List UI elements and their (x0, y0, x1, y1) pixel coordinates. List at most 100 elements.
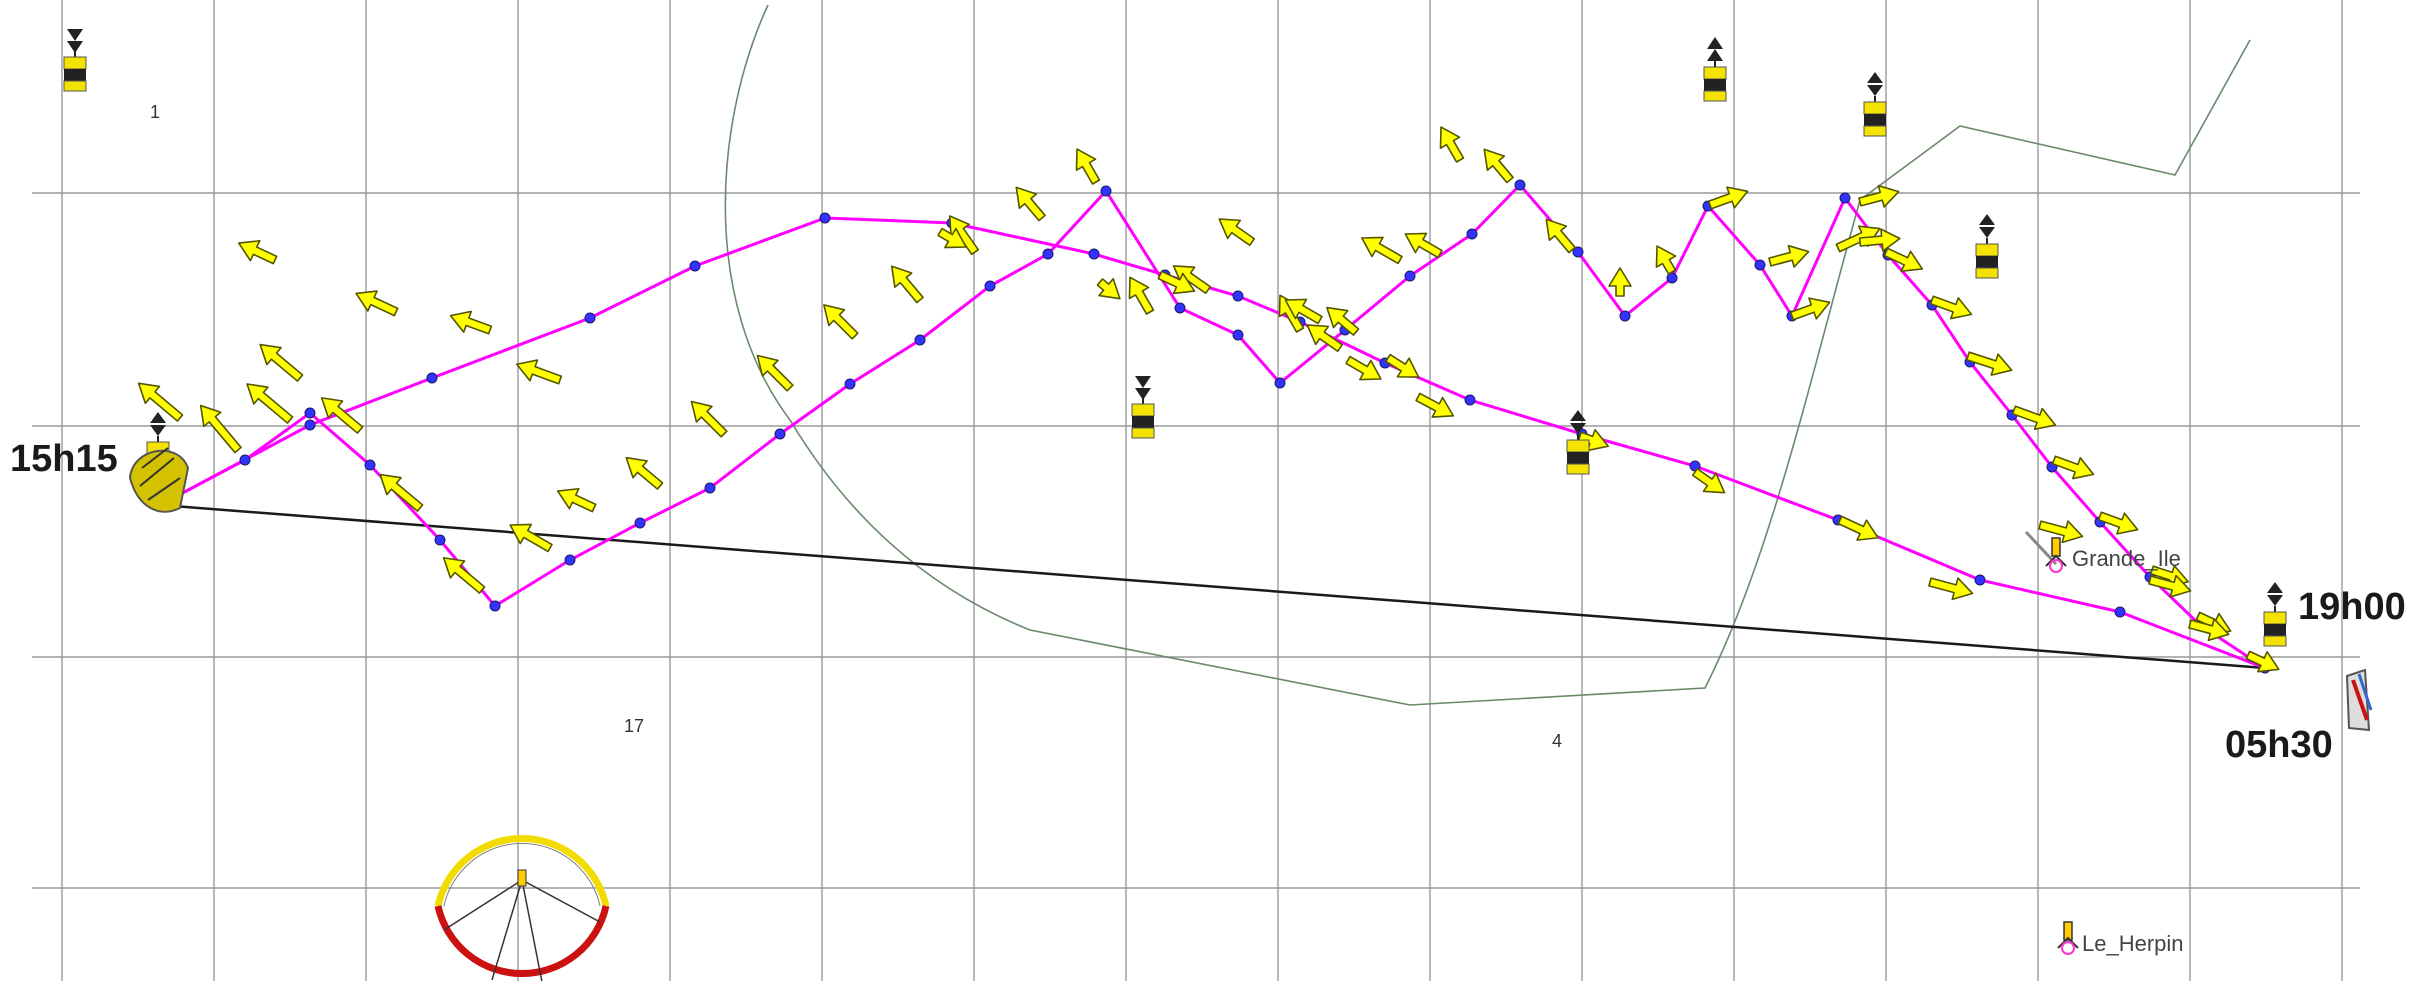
arrival-time-label-bottom: 05h30 (2225, 724, 2333, 766)
current-arrow-icon (1345, 355, 1382, 381)
current-arrow-icon (1965, 351, 2013, 376)
waypoint-dot (304, 407, 316, 419)
current-arrow-icon (515, 359, 563, 385)
current-arrow-icon (449, 310, 493, 335)
current-arrow-icon (1929, 295, 1973, 320)
current-arrow-icon (355, 290, 399, 317)
current-arrow-icon (1284, 298, 1323, 325)
current-arrow-icon (1096, 277, 1121, 300)
compass-rose-icon (434, 835, 610, 981)
current-arrow-icon (1415, 392, 1455, 418)
waypoint-dot (1754, 259, 1766, 271)
waypoint-dot (584, 312, 596, 324)
current-arrow-icon (1483, 148, 1514, 184)
current-arrow-icon (1326, 306, 1360, 336)
cardinal-buoy-icon (63, 29, 87, 92)
current-arrow-icon (1768, 244, 1810, 268)
cardinal-buoy-icon (1975, 214, 1999, 279)
direct-route-line (159, 503, 2266, 670)
current-arrow-icon (320, 397, 364, 434)
place-label-grande-ile[interactable]: Grande_Ile (2072, 546, 2181, 571)
waypoint-dot (304, 419, 316, 431)
current-arrow-icon (1015, 186, 1046, 222)
waypoint-dot (1619, 310, 1631, 322)
waypoint-dot (1042, 248, 1054, 260)
waypoint-dot (1974, 574, 1986, 586)
waypoint-dot (689, 260, 701, 272)
lighthouse-icon (2057, 921, 2079, 955)
current-arrow-icon (2097, 511, 2139, 535)
current-arrow-icon (890, 265, 924, 304)
start-position-icon (128, 447, 190, 513)
waypoint-dot (364, 459, 376, 471)
current-arrow-icon (1545, 218, 1576, 254)
current-arrow-icon (1157, 270, 1196, 295)
arrival-time-label-top: 19h00 (2298, 586, 2406, 628)
current-arrow-icon (259, 343, 304, 382)
current-arrow-icon (1837, 515, 1879, 541)
boat-icon (2345, 668, 2373, 732)
current-arrow-icon (1655, 245, 1677, 275)
cardinal-buoy-icon (1566, 410, 1590, 475)
current-arrow-icon (1608, 267, 1632, 297)
depth-sounding-label: 17 (624, 716, 644, 736)
current-arrow-icon (2038, 520, 2084, 544)
place-label-le-herpin[interactable]: Le_Herpin (2082, 931, 2184, 956)
tidal-current-arrows (137, 126, 2280, 673)
waypoint-dot (984, 280, 996, 292)
waypoint-dot (1572, 246, 1584, 258)
current-arrow-icon (1075, 148, 1101, 185)
lighthouse-icon (2024, 530, 2067, 573)
current-arrow-icon (1789, 297, 1831, 321)
waypoint-dot (489, 600, 501, 612)
depth-sounding-label: 1 (150, 102, 160, 122)
current-arrow-icon (823, 304, 859, 340)
waypoint-dot (1274, 377, 1286, 389)
current-arrow-icon (1858, 228, 1901, 252)
waypoint-dot (634, 517, 646, 529)
start-time-label: 15h15 (10, 438, 118, 480)
waypoint-dot (774, 428, 786, 440)
current-arrow-icon (2051, 455, 2095, 480)
current-arrow-icon (1361, 236, 1403, 265)
waypoint-dot (1666, 272, 1678, 284)
waypoint-dot (1088, 248, 1100, 260)
waypoint-dot (704, 482, 716, 494)
depth-sounding-label: 4 (1552, 731, 1562, 751)
waypoint-dot (1232, 329, 1244, 341)
current-arrow-icon (756, 354, 794, 392)
cardinal-buoy-icon (1863, 72, 1887, 137)
waypoint-dot (434, 534, 446, 546)
current-arrow-icon (2188, 618, 2230, 642)
current-arrow-icon (2148, 574, 2192, 598)
waypoint-dot (1839, 192, 1851, 204)
waypoint-dot (239, 454, 251, 466)
waypoint-dot (1174, 302, 1186, 314)
depth-contour-line (724, 4, 2251, 706)
waypoint-dot (426, 372, 438, 384)
current-arrow-icon (1928, 577, 1974, 601)
waypoint-dot (1464, 394, 1476, 406)
waypoint-dot (914, 334, 926, 346)
current-arrow-icon (509, 523, 553, 553)
current-arrow-icon (1306, 324, 1344, 353)
current-arrow-icon (1858, 184, 1900, 208)
current-arrow-icon (1385, 353, 1420, 378)
current-arrow-icon (1707, 186, 1749, 210)
current-arrow-icon (1128, 276, 1155, 315)
waypoint-dot (1404, 270, 1416, 282)
cardinal-buoys (63, 29, 2287, 647)
current-arrow-icon (1218, 218, 1256, 247)
waypoint-dot (1514, 179, 1526, 191)
current-arrow-icon (2011, 405, 2057, 431)
current-arrow-icon (442, 557, 486, 594)
current-arrow-icon (379, 473, 424, 512)
waypoint-dot (1466, 228, 1478, 240)
current-arrow-icon (137, 382, 184, 422)
current-arrow-icon (556, 487, 597, 513)
current-arrow-icon (690, 400, 728, 438)
current-arrow-icon (246, 383, 294, 424)
current-arrow-icon (1404, 232, 1443, 259)
